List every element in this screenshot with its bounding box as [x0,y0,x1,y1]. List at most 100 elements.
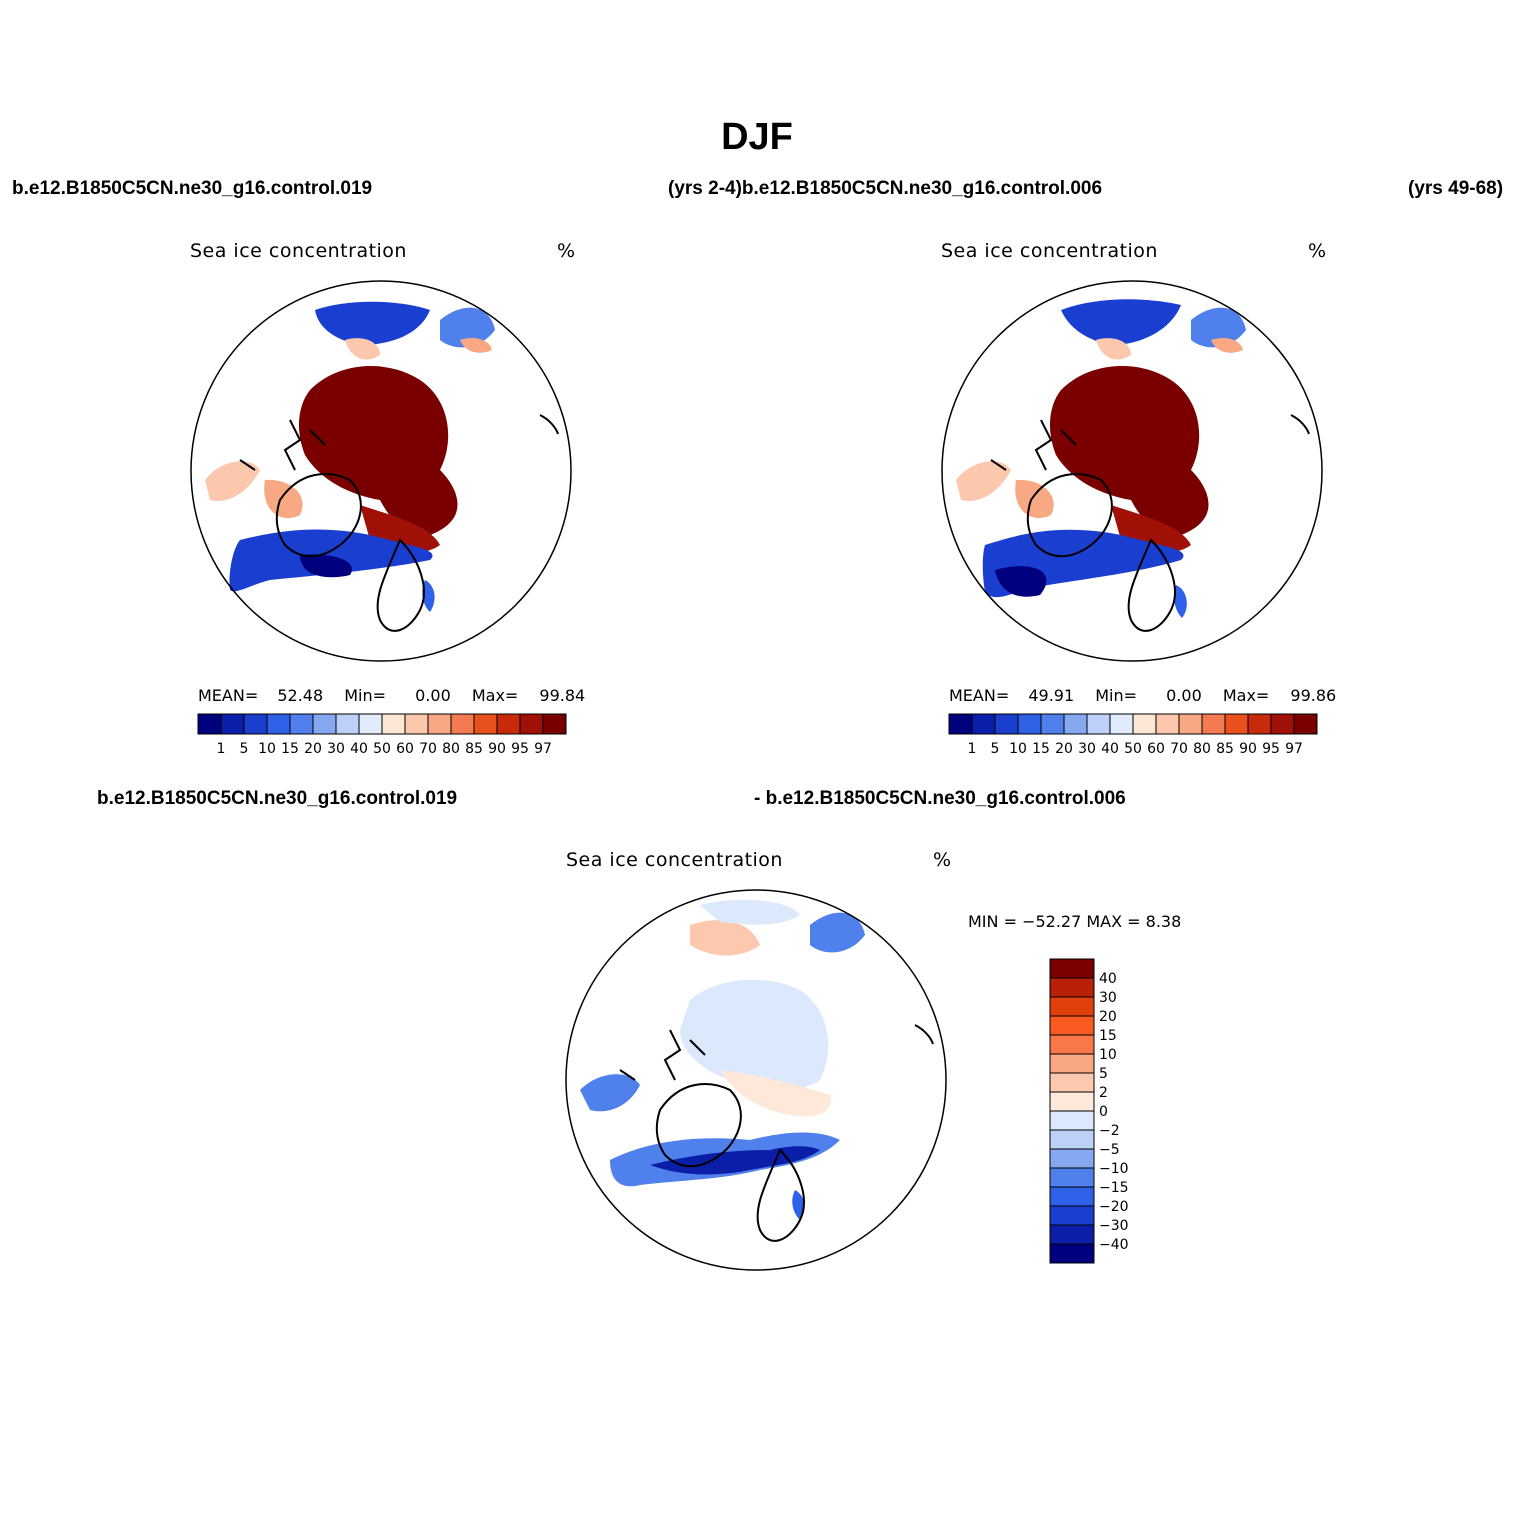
colorbar-box [542,713,567,735]
colorbar-tick-label: 50 [373,741,391,757]
colorbar-tick-label: 2 [1099,1085,1108,1101]
colorbar-box [1040,713,1065,735]
colorbar-box [1201,713,1226,735]
colorbar-box [1049,1034,1095,1055]
case-a-label: b.e12.B1850C5CN.ne30_g16.control.019 [12,178,373,199]
panel1-units: % [557,240,576,262]
colorbar-tick-label: 20 [1055,741,1073,757]
panel2-min-label: Min= [1095,686,1138,705]
colorbar-box [1247,713,1272,735]
colorbar-tick-label: 80 [1193,741,1211,757]
colorbar-box [1017,713,1042,735]
panel1-max-label: Max= [471,686,519,705]
panel1-min-label: Min= [344,686,387,705]
diff-map-boundary [565,889,947,1271]
panel2-stats: MEAN= 49.91 Min= 0.00 Max= 99.86 [949,686,1336,705]
panel1-coastlines [239,414,559,632]
panel1-mean-value: 52.48 [277,686,324,705]
colorbar-box [381,713,406,735]
diff-variable-label: Sea ice concentration [566,849,783,871]
colorbar-box [1293,713,1318,735]
colorbar-box [473,713,498,735]
diff-case-b-label: - b.e12.B1850C5CN.ne30_g16.control.006 [754,788,1126,809]
colorbar-tick-label: −20 [1099,1199,1129,1215]
panel1-max-value: 99.84 [539,686,586,705]
colorbar-box [994,713,1019,735]
colorbar-tick-label: 15 [1099,1028,1117,1044]
diff-units: % [933,849,952,871]
colorbar-tick-label: 30 [1078,741,1096,757]
panel1-map-boundary [190,280,572,662]
panel1-min-value: 0.00 [415,686,451,705]
colorbar-tick-label: 85 [465,741,483,757]
panel1-mean-label: MEAN= [198,686,259,705]
colorbar-tick-label: 70 [419,741,437,757]
colorbar-tick-label: 30 [327,741,345,757]
colorbar-tick-label: 97 [534,741,552,757]
colorbar-tick-label: 5 [1099,1066,1108,1082]
panel2-max-label: Max= [1222,686,1270,705]
panel2-mean-label: MEAN= [949,686,1010,705]
colorbar-tick-label: −10 [1099,1161,1129,1177]
colorbar-box [312,713,337,735]
colorbar-box [496,713,521,735]
colorbar-tick-label: 50 [1124,741,1142,757]
colorbar-box [1049,1224,1095,1245]
colorbar-tick-label: 40 [1099,971,1117,987]
diff-minmax: MIN = −52.27 MAX = 8.38 [968,912,1182,931]
panel2-mean-value: 49.91 [1028,686,1075,705]
panel1-stats: MEAN= 52.48 Min= 0.00 Max= 99.84 [198,686,585,705]
colorbar-tick-label: 10 [1009,741,1027,757]
colorbar-tick-label: 30 [1099,990,1117,1006]
colorbar-box [1049,1186,1095,1207]
colorbar-tick-label: 15 [1032,741,1050,757]
colorbar-box [1049,1091,1095,1112]
colorbar-box [1049,1072,1095,1093]
colorbar-box [1049,1243,1095,1264]
colorbar-box [1049,1110,1095,1131]
panel2-colorbar: 1 5 10 15 20 30 40 50 60 70 80 85 90 95 97 [948,713,1318,757]
colorbar-box [1109,713,1134,735]
colorbar-tick-label: 10 [258,741,276,757]
colorbar-box [1049,1129,1095,1150]
colorbar-box [1270,713,1295,735]
colorbar-box [1049,977,1095,998]
colorbar-box [427,713,452,735]
colorbar-tick-label: 70 [1170,741,1188,757]
colorbar-tick-label: 20 [1099,1009,1117,1025]
colorbar-box [1049,1148,1095,1169]
colorbar-box [1063,713,1088,735]
panel2-ice-field [956,299,1246,618]
colorbar-tick-label: 95 [1262,741,1280,757]
diff-case-a-label: b.e12.B1850C5CN.ne30_g16.control.019 [97,788,458,809]
colorbar-tick-label: −40 [1099,1237,1129,1253]
colorbar-tick-label: 0 [1099,1104,1108,1120]
colorbar-box [519,713,544,735]
colorbar-tick-label: 80 [442,741,460,757]
diff-coastlines [619,1024,934,1242]
colorbar-box [1049,1015,1095,1036]
colorbar-box [358,713,383,735]
colorbar-tick-label: −15 [1099,1180,1129,1196]
colorbar-tick-label: 10 [1099,1047,1117,1063]
case-b-years: (yrs 49-68) [1408,178,1504,199]
colorbar-tick-label: 60 [1147,741,1165,757]
colorbar-tick-label: 1 [968,741,977,757]
colorbar-box [243,713,268,735]
colorbar-tick-label: 40 [1101,741,1119,757]
colorbar-box [266,713,291,735]
colorbar-box [971,713,996,735]
colorbar-tick-label: 90 [488,741,506,757]
panel2-map-boundary [941,280,1323,662]
panel2-min-value: 0.00 [1166,686,1202,705]
colorbar-box [1086,713,1111,735]
colorbar-tick-label: 97 [1285,741,1303,757]
case-b-label: (yrs 2-4)b.e12.B1850C5CN.ne30_g16.contro… [668,178,1103,199]
panel2-units: % [1308,240,1327,262]
colorbar-tick-label: −2 [1099,1123,1120,1139]
colorbar-box [335,713,360,735]
colorbar-tick-label: 85 [1216,741,1234,757]
panel2-max-value: 99.86 [1290,686,1337,705]
panel1-colorbar: 1 5 10 15 20 30 40 50 60 70 80 85 90 95 97 [197,713,567,757]
